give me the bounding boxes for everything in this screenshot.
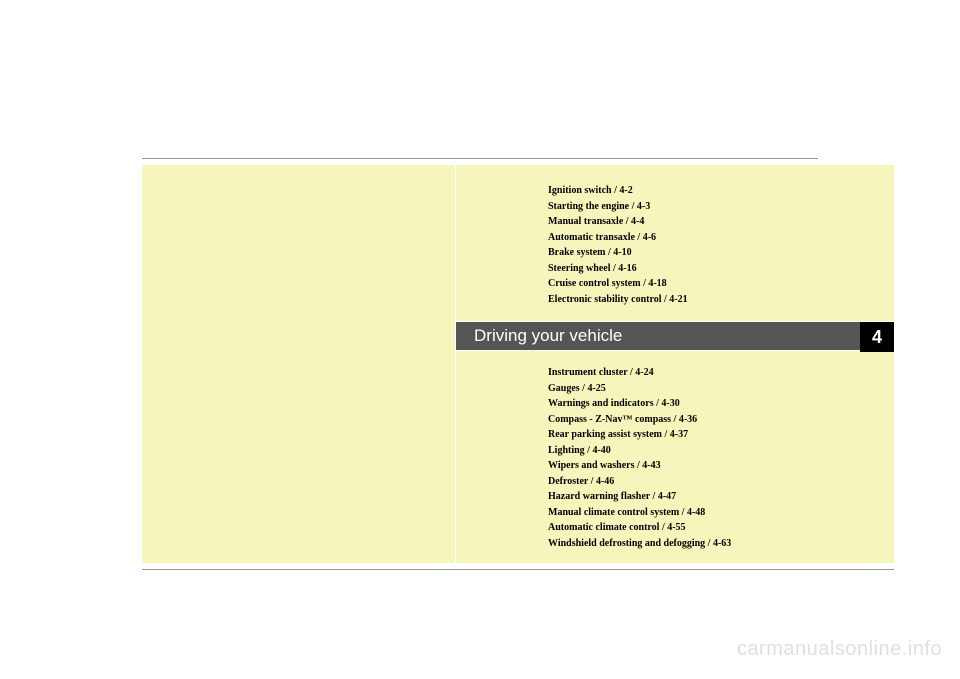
toc-bottom-section: Instrument cluster / 4-24 Gauges / 4-25 … xyxy=(456,351,894,551)
toc-item: Manual transaxle / 4-4 xyxy=(548,214,894,230)
content-panel: Ignition switch / 4-2 Starting the engin… xyxy=(142,165,894,563)
toc-item: Lighting / 4-40 xyxy=(548,443,894,459)
toc-item: Ignition switch / 4-2 xyxy=(548,183,894,199)
toc-item: Windshield defrosting and defogging / 4-… xyxy=(548,536,894,552)
chapter-number: 4 xyxy=(872,327,882,348)
toc-top-section: Ignition switch / 4-2 Starting the engin… xyxy=(456,165,894,321)
chapter-title: Driving your vehicle xyxy=(456,326,622,346)
chapter-title-band: Driving your vehicle 4 xyxy=(456,321,894,351)
toc-item: Compass - Z-Nav™ compass / 4-36 xyxy=(548,412,894,428)
toc-item: Wipers and washers / 4-43 xyxy=(548,458,894,474)
bottom-rule xyxy=(142,569,894,570)
toc-item: Brake system / 4-10 xyxy=(548,245,894,261)
toc-item: Defroster / 4-46 xyxy=(548,474,894,490)
right-panel: Ignition switch / 4-2 Starting the engin… xyxy=(456,165,894,563)
top-rule xyxy=(142,158,818,159)
toc-item: Electronic stability control / 4-21 xyxy=(548,292,894,308)
toc-item: Automatic transaxle / 4-6 xyxy=(548,230,894,246)
toc-item: Cruise control system / 4-18 xyxy=(548,276,894,292)
left-panel xyxy=(142,165,456,563)
toc-item: Warnings and indicators / 4-30 xyxy=(548,396,894,412)
toc-item: Rear parking assist system / 4-37 xyxy=(548,427,894,443)
toc-item: Instrument cluster / 4-24 xyxy=(548,365,894,381)
toc-item: Manual climate control system / 4-48 xyxy=(548,505,894,521)
toc-item: Steering wheel / 4-16 xyxy=(548,261,894,277)
toc-item: Starting the engine / 4-3 xyxy=(548,199,894,215)
watermark-text: carmanualsonline.info xyxy=(737,638,942,661)
toc-item: Automatic climate control / 4-55 xyxy=(548,520,894,536)
chapter-number-tab: 4 xyxy=(860,322,894,352)
page-container: Ignition switch / 4-2 Starting the engin… xyxy=(0,0,960,679)
toc-item: Gauges / 4-25 xyxy=(548,381,894,397)
toc-item: Hazard warning flasher / 4-47 xyxy=(548,489,894,505)
